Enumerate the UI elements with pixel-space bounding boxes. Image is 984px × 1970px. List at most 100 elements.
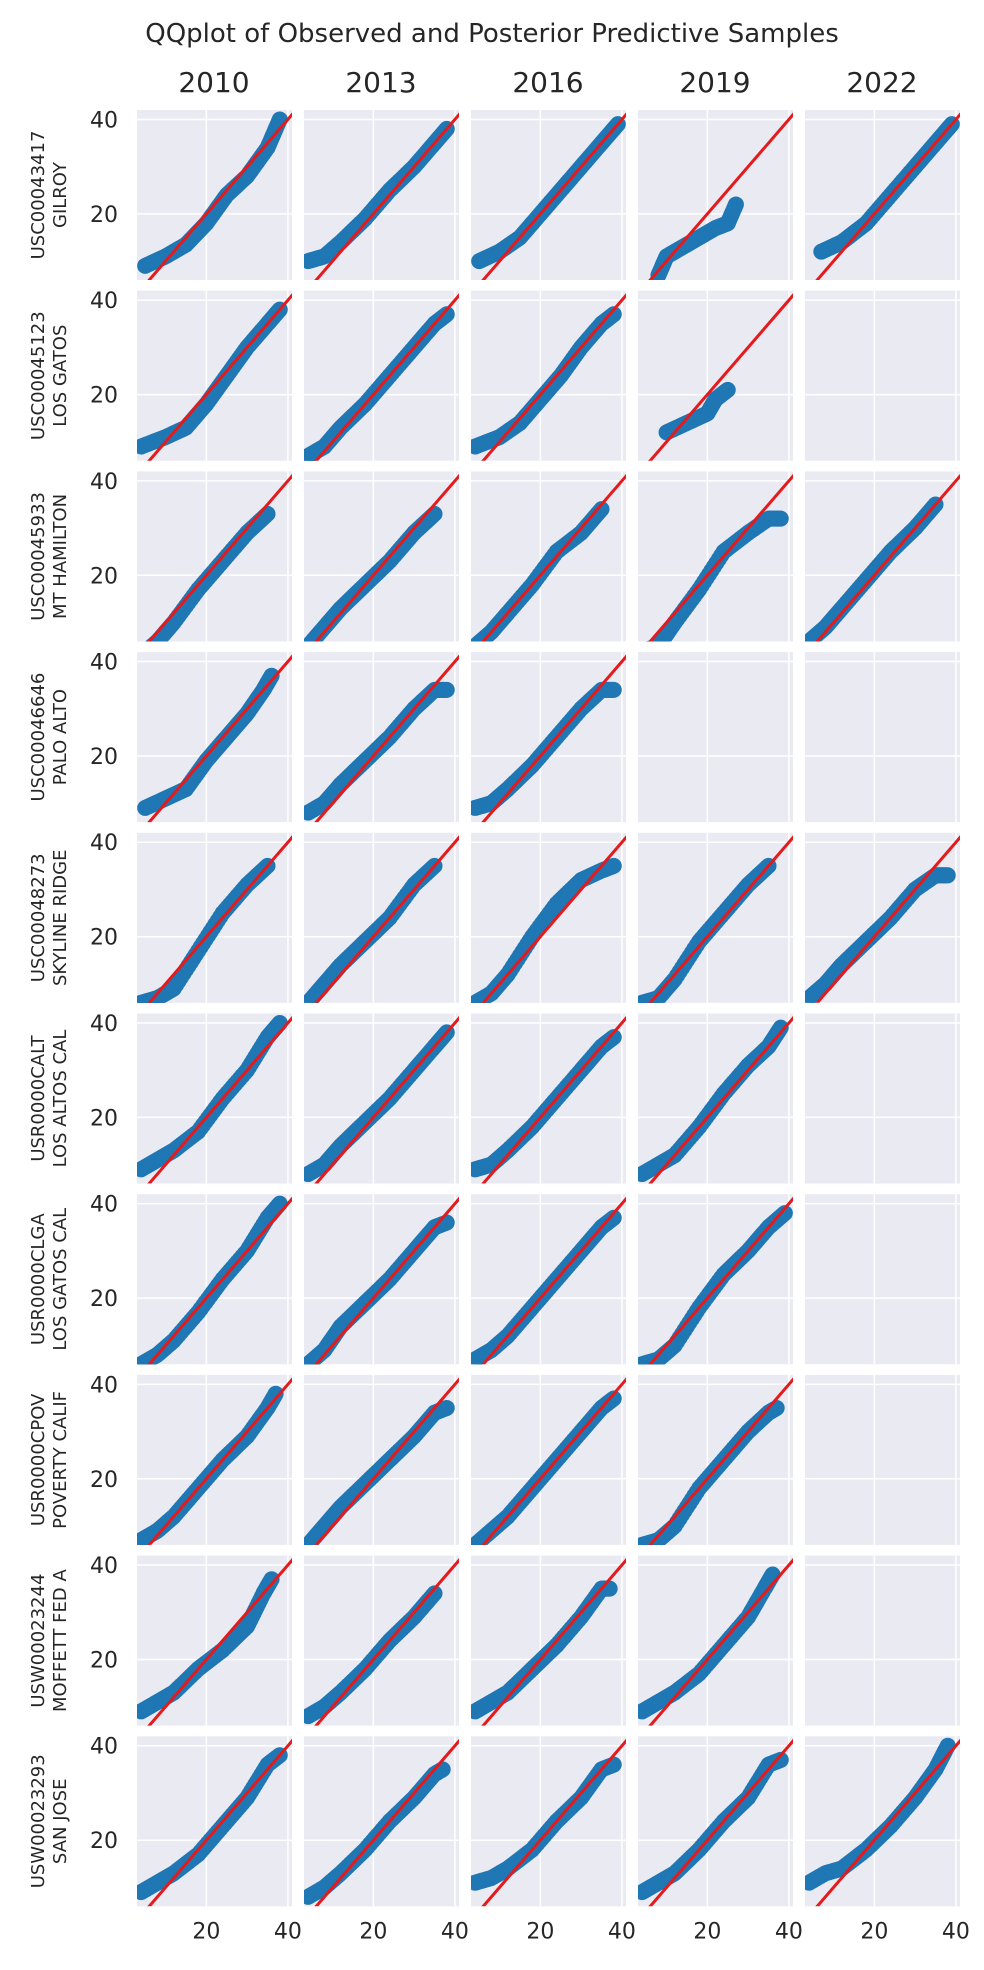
panel-r8-c0 — [137, 1555, 292, 1726]
panel-background — [805, 652, 960, 823]
qq-point — [772, 510, 789, 527]
qq-point — [593, 501, 610, 518]
reference-line — [314, 654, 459, 823]
panel-r4-c4 — [805, 832, 960, 1003]
x-tick-label: 20 — [192, 1919, 220, 1944]
y-tick-label: 40 — [90, 289, 118, 314]
y-tick-label: 20 — [90, 926, 118, 951]
qq-point — [259, 505, 276, 522]
qq-point — [772, 1019, 789, 1036]
qq-point — [605, 857, 622, 874]
reference-line — [648, 1558, 793, 1726]
y-tick-label: 20 — [90, 1829, 118, 1854]
panel-r7-c0 — [137, 1374, 292, 1545]
column-header-2013: 2013 — [345, 66, 416, 99]
x-tick-label: 20 — [526, 1919, 554, 1944]
reference-line — [147, 473, 292, 642]
panel-r5-c2 — [471, 1013, 626, 1184]
panel-r5-c0 — [137, 1013, 292, 1184]
qq-point — [438, 681, 455, 698]
reference-line — [481, 1738, 626, 1907]
qq-point — [605, 1756, 622, 1773]
reference-line — [648, 473, 793, 642]
qq-point — [939, 867, 956, 884]
y-tick-label: 40 — [90, 831, 118, 856]
panel-r6-c0 — [137, 1194, 292, 1365]
y-tick-label: 40 — [90, 1373, 118, 1398]
panel-r4-c0 — [137, 832, 292, 1003]
reference-line — [314, 112, 459, 280]
row-label: USR0000CPOVPOVERTY CALIF — [28, 1391, 71, 1529]
reference-line — [314, 1015, 459, 1184]
panel-r4-c2 — [471, 832, 626, 1003]
axis-labels: 20 40 USC00043417GILROY 20 40 USC00045123LOS … — [28, 108, 970, 1944]
qq-point — [605, 681, 622, 698]
reference-line — [147, 835, 292, 1003]
reference-line — [147, 1377, 292, 1545]
panel-r0-c1 — [304, 110, 459, 280]
reference-line — [481, 293, 626, 461]
reference-line — [648, 835, 793, 1003]
qq-point — [605, 1209, 622, 1226]
qq-point — [605, 1029, 622, 1046]
qq-point — [727, 196, 744, 213]
row-label: USC00043417GILROY — [28, 131, 71, 260]
y-tick-label: 40 — [90, 108, 118, 133]
panel-r9-c3 — [638, 1736, 793, 1907]
panel-r4-c1 — [304, 832, 459, 1003]
panel-r1-c1 — [304, 290, 459, 461]
y-tick-label: 20 — [90, 1468, 118, 1493]
reference-line — [648, 1015, 793, 1184]
reference-line — [648, 112, 793, 280]
reference-line — [314, 1196, 459, 1365]
reference-line — [481, 112, 626, 280]
qq-point — [271, 1014, 288, 1031]
panel-r8-c1 — [304, 1555, 459, 1726]
reference-line — [147, 112, 292, 280]
qq-point — [438, 306, 455, 323]
reference-line — [314, 293, 459, 461]
y-tick-label: 20 — [90, 1106, 118, 1131]
reference-line — [147, 1015, 292, 1184]
reference-line — [648, 1196, 793, 1365]
qq-point — [601, 1580, 618, 1597]
row-label: USC00045123LOS GATOS — [28, 311, 71, 440]
reference-line — [481, 473, 626, 642]
panel-r0-c0 — [137, 110, 292, 280]
y-tick-label: 20 — [90, 1287, 118, 1312]
panel-r8-c2 — [471, 1555, 626, 1726]
row-label: USC00046646PALO ALTO — [28, 673, 71, 802]
row-label: USR0000CALTLOS ALTOS CAL — [28, 1030, 71, 1168]
column-header-2016: 2016 — [512, 66, 583, 99]
panel-r5-c1 — [304, 1013, 459, 1184]
row-label: USC00045933MT HAMILTON — [28, 492, 71, 621]
panel-r9-c1 — [304, 1736, 459, 1907]
qq-point — [939, 1737, 956, 1754]
panel-background — [805, 1374, 960, 1545]
panel-r9-c2 — [471, 1736, 626, 1907]
panel-r0-c3 — [638, 110, 793, 280]
y-tick-label: 40 — [90, 1012, 118, 1037]
row-label: USW00023293SAN JOSE — [28, 1754, 71, 1888]
row-label: USC00048273SKYLINE RIDGE — [28, 850, 71, 986]
panel-r7-c2 — [471, 1374, 626, 1545]
y-tick-label: 20 — [90, 203, 118, 228]
qq-point — [719, 381, 736, 398]
reference-line — [648, 1377, 793, 1545]
panel-background — [805, 1013, 960, 1184]
panel-r1-c4 — [805, 290, 960, 461]
reference-line — [314, 1738, 459, 1907]
panel-r3-c0 — [137, 652, 292, 823]
panel-background — [638, 652, 793, 823]
panel-background — [137, 471, 292, 642]
panel-r9-c0 — [137, 1736, 292, 1907]
x-tick-label: 20 — [359, 1919, 387, 1944]
y-tick-label: 20 — [90, 384, 118, 409]
reference-line — [815, 112, 960, 280]
reference-line — [481, 1196, 626, 1365]
panel-r1-c3 — [638, 290, 793, 461]
qq-point — [438, 1214, 455, 1231]
y-tick-label: 40 — [90, 470, 118, 495]
reference-line — [314, 1377, 459, 1545]
panel-r1-c2 — [471, 290, 626, 461]
